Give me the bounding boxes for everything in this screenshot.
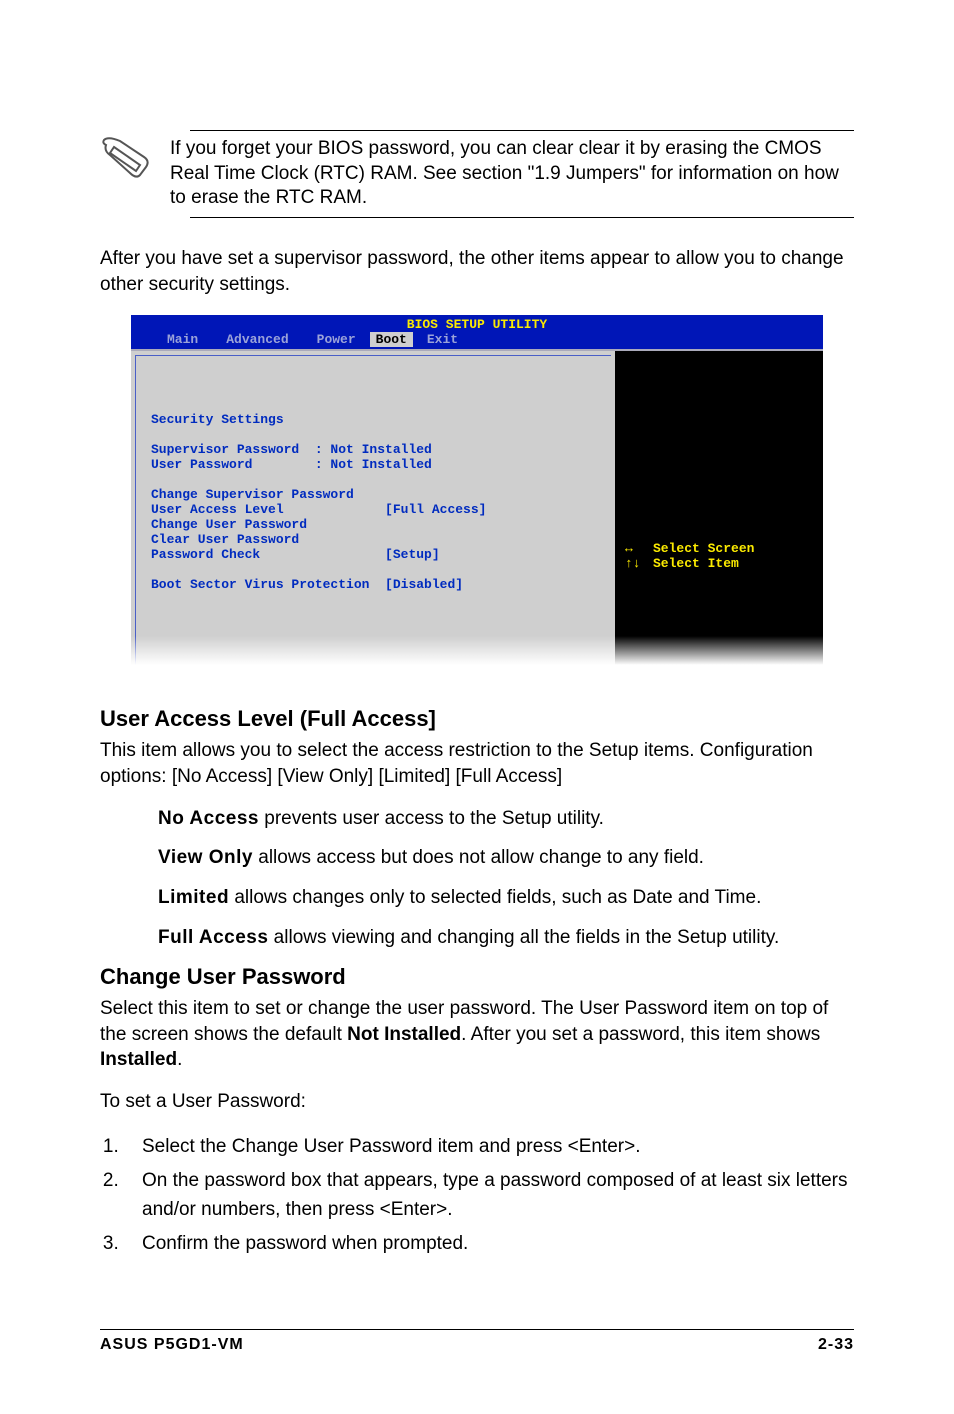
intro-paragraph: After you have set a supervisor password…: [100, 246, 854, 297]
note-callout: If you forget your BIOS password, you ca…: [190, 130, 854, 218]
section-user-access-level-heading: User Access Level (Full Access]: [100, 706, 854, 732]
tab-advanced[interactable]: Advanced: [212, 332, 302, 347]
step-item: On the password box that appears, type a…: [124, 1167, 854, 1224]
step-item: Confirm the password when prompted.: [124, 1230, 854, 1259]
step-item: Select the Change User Password item and…: [124, 1133, 854, 1162]
section-change-user-password-heading: Change User Password: [100, 964, 854, 990]
bios-hint: ↑↓ Select Item: [625, 556, 813, 571]
steps-list: Select the Change User Password item and…: [124, 1133, 854, 1259]
access-level-option: Limited allows changes only to selected …: [158, 885, 854, 911]
pencil-note-icon: [100, 137, 152, 179]
footer-product: ASUS P5GD1-VM: [100, 1336, 244, 1354]
tab-power[interactable]: Power: [303, 332, 370, 347]
bios-help-panel: ↔ Select Screen↑↓ Select Item: [615, 351, 823, 670]
page-footer: ASUS P5GD1-VM 2-33: [100, 1329, 854, 1354]
access-level-option: No Access prevents user access to the Se…: [158, 806, 854, 832]
tab-boot[interactable]: Boot: [370, 332, 413, 347]
note-text: If you forget your BIOS password, you ca…: [170, 137, 854, 211]
section2-paragraph: Select this item to set or change the us…: [100, 996, 854, 1073]
access-level-option: Full Access allows viewing and changing …: [158, 925, 854, 951]
footer-page-number: 2-33: [818, 1336, 854, 1354]
tab-exit[interactable]: Exit: [413, 332, 472, 347]
access-level-option: View Only allows access but does not all…: [158, 845, 854, 871]
bios-tab-bar: Main Advanced Power Boot Exit: [131, 332, 823, 347]
tab-main[interactable]: Main: [153, 332, 212, 347]
bios-left-panel: Security Settings Supervisor Password : …: [131, 351, 615, 670]
bios-title: BIOS SETUP UTILITY: [131, 317, 823, 332]
bios-hint: ↔ Select Screen: [625, 541, 813, 556]
bios-screenshot: BIOS SETUP UTILITY Main Advanced Power B…: [131, 315, 823, 670]
section2-lead: To set a User Password:: [100, 1089, 854, 1115]
section1-paragraph: This item allows you to select the acces…: [100, 738, 854, 789]
